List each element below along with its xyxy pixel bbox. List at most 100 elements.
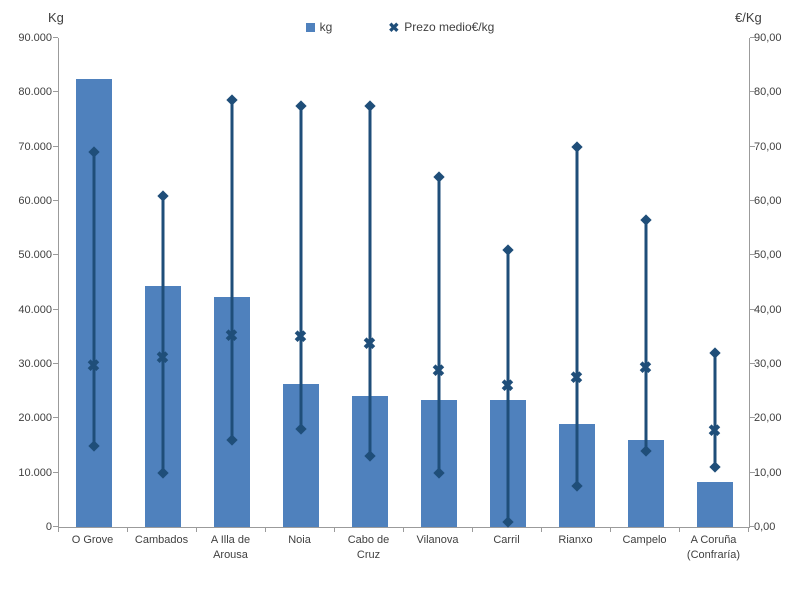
category-slot: ✖ [680, 38, 749, 527]
category-label: Vilanova [416, 534, 459, 546]
price-avg-marker: ✖ [500, 378, 515, 396]
category-axis-tick [472, 527, 473, 532]
right-axis-tick [750, 145, 755, 147]
category-axis-tick [196, 527, 197, 532]
right-axis-tick-label: 20,00 [754, 412, 782, 425]
left-axis-tick-label: 50.000 [18, 249, 52, 262]
category-label: Cambados [134, 534, 189, 546]
price-avg-marker: ✖ [431, 363, 446, 381]
price-range-line [644, 220, 647, 451]
plot-area: ✖ ✖ ✖ ✖ ✖ ✖ ✖ ✖ ✖ ✖ [53, 37, 755, 532]
category-axis-tick [403, 527, 404, 532]
legend-price-label: Prezo medio€/kg [404, 20, 495, 34]
category-axis-tick [679, 527, 680, 532]
left-axis-tick-label: 20.000 [18, 412, 52, 425]
price-range-line [230, 100, 233, 441]
category-slot: ✖ [266, 38, 335, 527]
price-avg-marker: ✖ [86, 357, 101, 375]
right-axis-tick-label: 10,00 [754, 466, 782, 479]
price-range-line [575, 146, 578, 487]
right-axis-tick-label: 40,00 [754, 303, 782, 316]
category-axis-tick [610, 527, 611, 532]
right-axis-tick-label: 90,00 [754, 32, 782, 44]
category-label: A Illa de Arousa [210, 534, 251, 561]
category-slot: ✖ [335, 38, 404, 527]
price-range-line [437, 176, 440, 473]
category-axis-tick [58, 527, 59, 532]
right-axis-tick [750, 526, 755, 527]
category-label: Carril [493, 534, 520, 546]
left-axis-tick-label: 80.000 [18, 86, 52, 99]
legend-kg-label: kg [319, 20, 333, 34]
right-axis-tick-label: 60,00 [754, 194, 782, 207]
price-high-marker [294, 100, 307, 112]
price-high-marker [225, 94, 238, 107]
left-axis-tick-label: 60.000 [18, 194, 52, 207]
right-axis-tick [750, 471, 755, 473]
legend-item-price: ✖ Prezo medio€/kg [388, 20, 494, 34]
category-label: O Grove [71, 534, 114, 546]
left-axis-tick-label: 0 [45, 521, 52, 533]
price-range-line [368, 105, 371, 457]
left-axis-tick-label: 70.000 [18, 140, 52, 153]
right-axis-tick [750, 254, 755, 256]
left-axis-tick [53, 145, 58, 147]
price-range-line [161, 195, 164, 473]
price-range-line [506, 249, 509, 522]
left-axis-tick [53, 37, 58, 38]
right-axis-tick [750, 199, 755, 201]
x-marker-icon: ✖ [388, 19, 400, 35]
price-high-marker [570, 141, 583, 153]
legend: kg ✖ Prezo medio€/kg [0, 20, 800, 34]
legend-item-kg: kg [305, 20, 333, 34]
left-axis-title: Kg [48, 10, 64, 25]
price-avg-marker: ✖ [707, 422, 722, 440]
kg-bar [696, 481, 733, 527]
left-axis-tick [53, 417, 58, 419]
price-range-line [92, 152, 95, 446]
left-axis-tick [53, 91, 58, 93]
right-axis-tick-label: 50,00 [754, 249, 782, 262]
left-axis-tick [53, 526, 58, 527]
category-label: A Coruña (Confraría) [686, 534, 741, 561]
price-high-marker [501, 244, 514, 256]
right-axis-tick-label: 70,00 [754, 140, 782, 153]
price-range-line [299, 105, 302, 430]
category-axis-tick [265, 527, 266, 532]
category-axis-tick [127, 527, 128, 532]
category-label: Rianxo [558, 534, 593, 546]
left-axis-tick [53, 471, 58, 473]
right-axis-tick-labels: 90,00 80,00 70,00 60,00 50,00 40,00 30,00 20,00… [754, 32, 800, 533]
price-avg-marker: ✖ [638, 360, 653, 378]
category-slot: ✖ [128, 38, 197, 527]
right-axis-tick [750, 417, 755, 419]
left-axis-tick-label: 10.000 [18, 466, 52, 479]
left-axis-tick [53, 199, 58, 201]
right-axis-title: €/Kg [735, 10, 762, 25]
right-axis-tick [750, 362, 755, 364]
price-high-marker [708, 347, 721, 359]
bar-series-swatch-icon [305, 22, 315, 32]
left-axis-tick [53, 308, 58, 310]
price-high-marker [639, 214, 652, 226]
price-range-line [713, 353, 716, 468]
category-label: Campelo [622, 534, 667, 546]
left-axis-tick [53, 362, 58, 364]
left-axis-tick-labels: 90.000 80.000 70.000 60.000 50.000 40.000 30.0… [0, 32, 52, 533]
price-avg-marker: ✖ [293, 328, 308, 346]
price-avg-marker: ✖ [155, 349, 170, 367]
category-axis-labels: O Grove Cambados A Illa de Arousa Noia Cabo … [58, 533, 748, 563]
right-axis-tick [750, 91, 755, 93]
right-axis-tick-label: 30,00 [754, 357, 782, 370]
category-axis-tick [334, 527, 335, 532]
price-low-marker [708, 461, 721, 473]
right-axis-tick [750, 37, 755, 38]
price-high-marker [363, 100, 376, 112]
category-slot: ✖ [542, 38, 611, 527]
price-high-marker [156, 189, 169, 202]
left-axis-tick [53, 254, 58, 256]
price-high-marker [432, 170, 445, 183]
category-slot: ✖ [611, 38, 680, 527]
left-axis-tick-label: 40.000 [18, 303, 52, 316]
